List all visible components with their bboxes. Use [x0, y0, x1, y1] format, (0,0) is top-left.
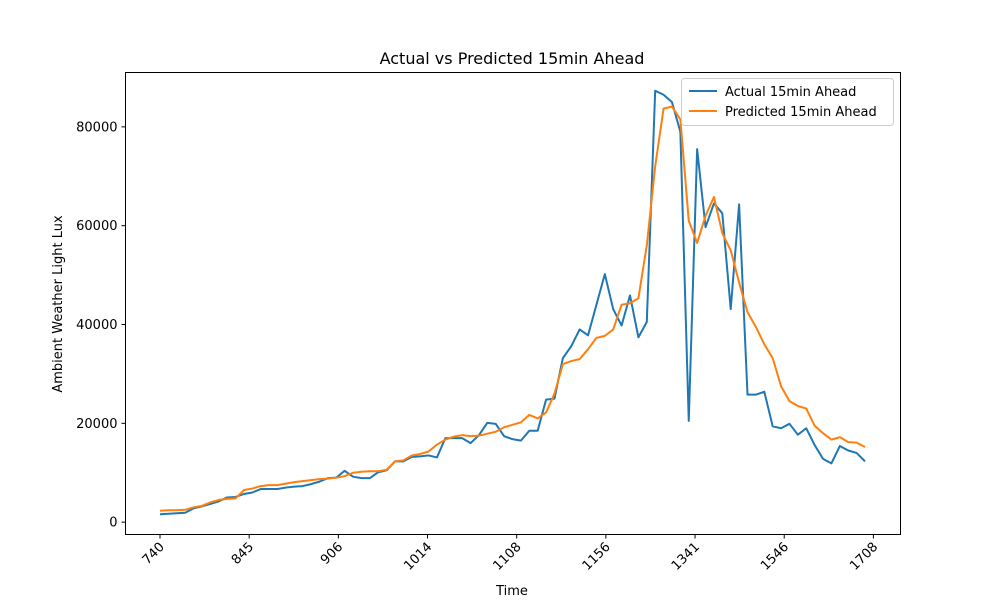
y-axis-ticks: 0 20000 40000 60000 80000 — [76, 120, 126, 531]
y-tick-label: 20000 — [76, 417, 117, 432]
y-tick-label: 60000 — [76, 219, 117, 234]
legend-label-actual: Actual 15min Ahead — [725, 85, 856, 100]
y-tick-label: 0 — [109, 516, 117, 531]
plot-area — [159, 89, 866, 516]
x-axis-label: Time — [495, 584, 528, 599]
chart-title: Actual vs Predicted 15min Ahead — [380, 49, 645, 68]
y-tick-label: 80000 — [76, 120, 117, 135]
series-line-actual — [159, 89, 866, 516]
legend-box — [681, 78, 894, 126]
legend-label-predicted: Predicted 15min Ahead — [725, 105, 877, 120]
series-line-predicted — [159, 105, 866, 512]
axes-frame — [125, 72, 901, 535]
y-axis-label: Ambient Weather Light Lux — [51, 215, 66, 393]
y-tick-label: 40000 — [76, 318, 117, 333]
legend: Actual 15min Ahead Predicted 15min Ahead — [681, 78, 894, 126]
